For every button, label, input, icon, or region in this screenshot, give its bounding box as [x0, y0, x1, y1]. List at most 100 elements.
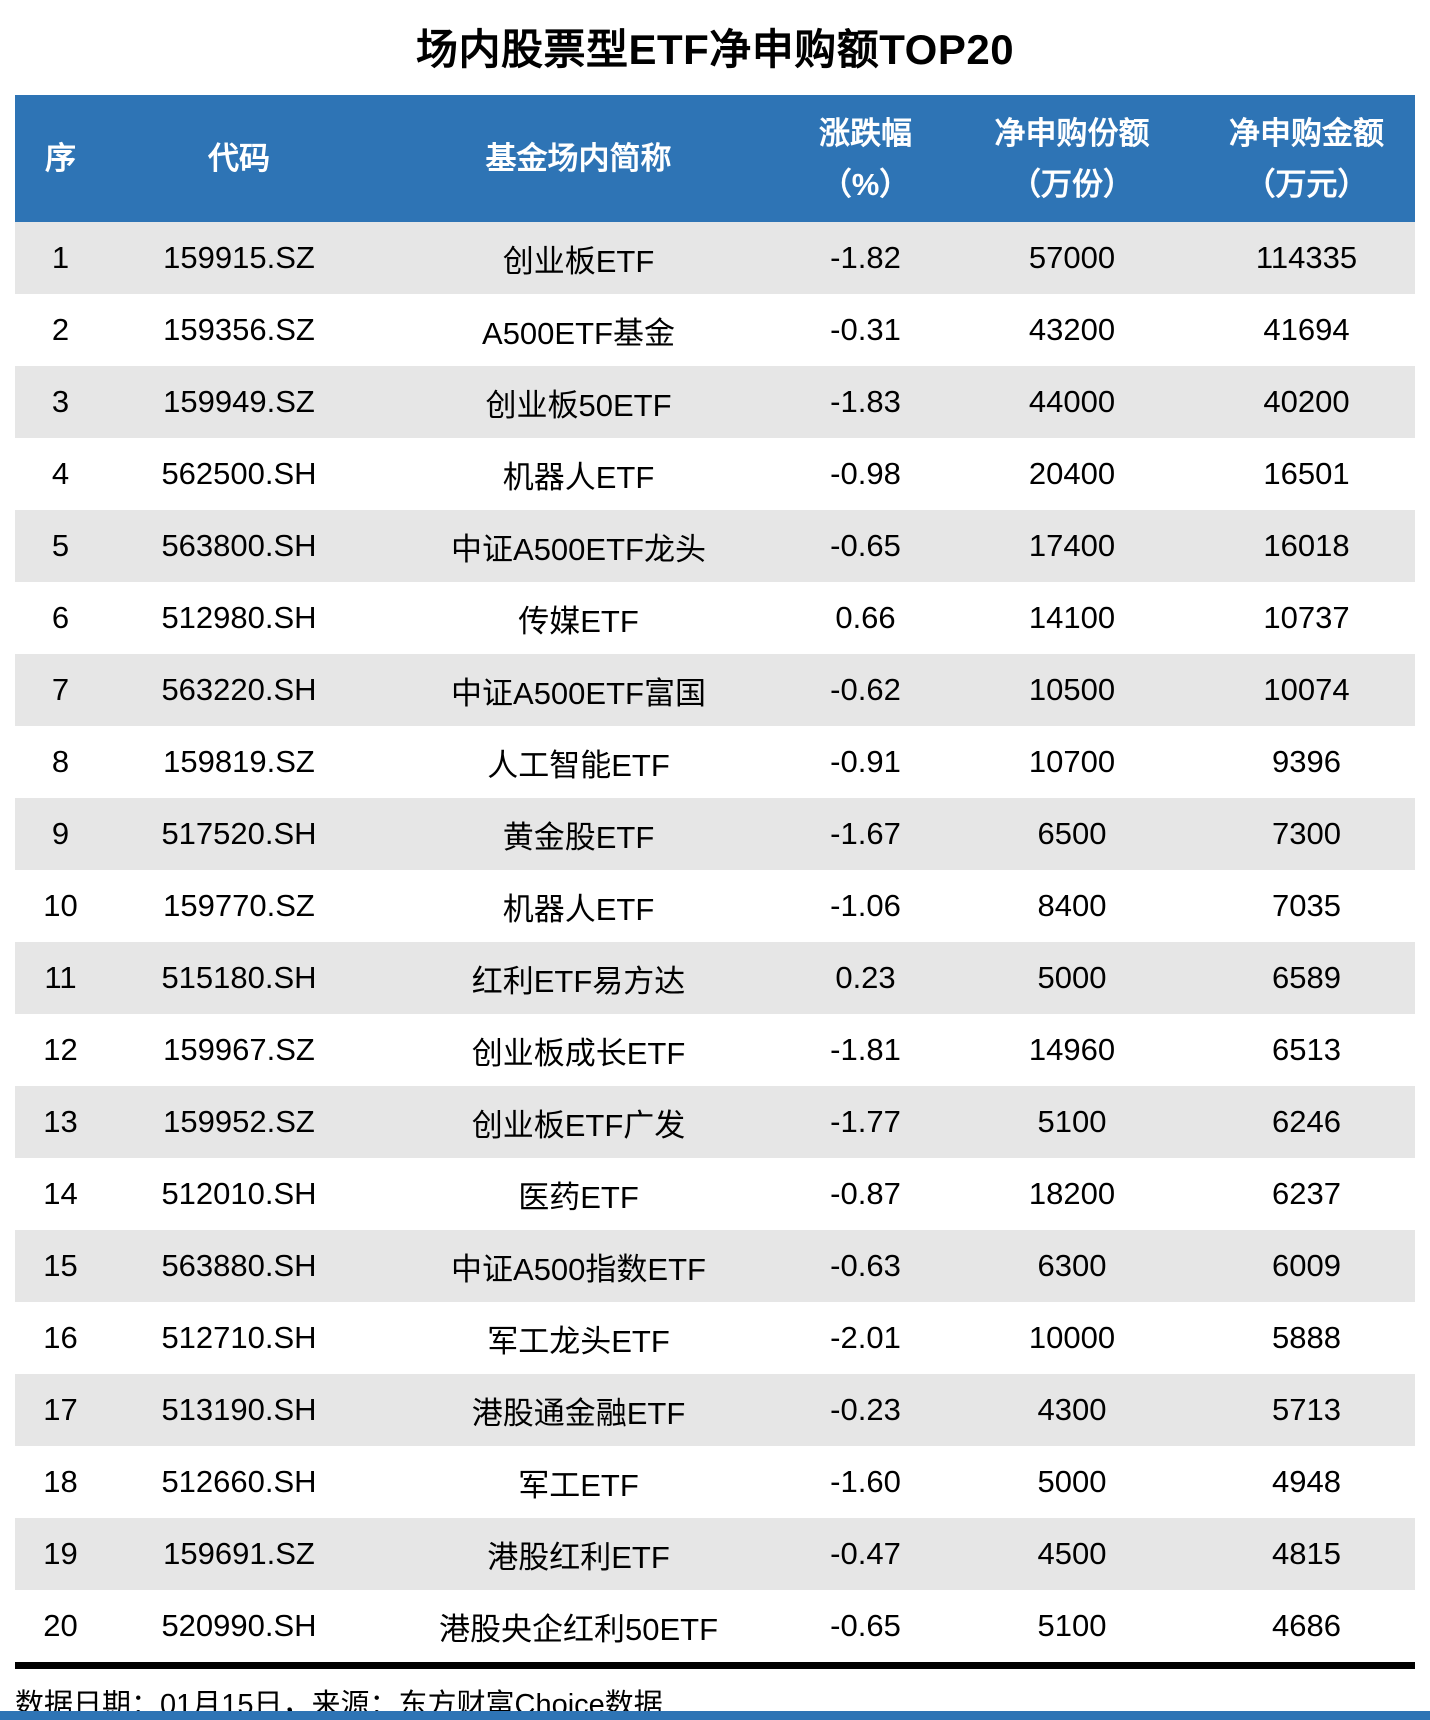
table-row: 8 159819.SZ 人工智能ETF -0.91 10700 9396: [15, 726, 1415, 798]
cell-change-pct: 0.66: [835, 600, 896, 635]
cell-rank: 6: [51, 600, 70, 635]
cell-change-pct: -2.01: [830, 1320, 901, 1355]
cell-rank: 10: [43, 888, 78, 923]
column-header-code: 代码: [106, 95, 372, 222]
table-row: 4 562500.SH 机器人ETF -0.98 20400 16501: [15, 438, 1415, 510]
cell-net-amount: 7035: [1272, 888, 1341, 923]
cell-rank: 9: [51, 816, 70, 851]
cell-net-amount: 16018: [1263, 528, 1350, 563]
cell-rank: 15: [43, 1248, 78, 1283]
cell-net-shares: 14960: [1028, 1032, 1116, 1067]
cell-rank: 18: [43, 1464, 78, 1499]
cell-change-pct: -1.06: [830, 888, 901, 923]
cell-code: 512710.SH: [161, 1320, 317, 1355]
cell-rank: 1: [51, 240, 70, 275]
cell-code: 520990.SH: [161, 1608, 317, 1643]
cell-net-amount: 114335: [1255, 240, 1358, 275]
cell-net-amount: 10737: [1263, 600, 1350, 635]
cell-change-pct: -0.91: [830, 744, 901, 779]
cell-change-pct: -0.31: [830, 312, 901, 347]
cell-fund-name: 军工龙头ETF: [487, 1323, 670, 1359]
cell-code: 159691.SZ: [163, 1536, 315, 1571]
cell-change-pct: -0.23: [830, 1392, 901, 1427]
cell-net-amount: 6589: [1272, 960, 1341, 995]
cell-code: 159770.SZ: [163, 888, 315, 923]
cell-fund-name: 港股红利ETF: [487, 1539, 670, 1575]
cell-net-shares: 6300: [1037, 1248, 1107, 1283]
cell-change-pct: -1.83: [830, 384, 901, 419]
cell-net-shares: 10000: [1028, 1320, 1116, 1355]
cell-net-shares: 17400: [1028, 528, 1116, 563]
column-header-change-pct: 涨跌幅 （%）: [785, 95, 946, 222]
cell-fund-name: 传媒ETF: [518, 603, 639, 639]
column-header-net-shares: 净申购份额 （万份）: [946, 95, 1198, 222]
cell-rank: 2: [51, 312, 70, 347]
cell-code: 563800.SH: [161, 528, 317, 563]
cell-net-shares: 14100: [1028, 600, 1116, 635]
table-row: 20 520990.SH 港股央企红利50ETF -0.65 5100 4686: [15, 1590, 1415, 1662]
table-row: 12 159967.SZ 创业板成长ETF -1.81 14960 6513: [15, 1014, 1415, 1086]
table-row: 15 563880.SH 中证A500指数ETF -0.63 6300 6009: [15, 1230, 1415, 1302]
cell-change-pct: -0.87: [830, 1176, 901, 1211]
cell-fund-name: 港股央企红利50ETF: [438, 1611, 719, 1647]
column-header-rank: 序: [15, 95, 106, 222]
cell-net-amount: 40200: [1263, 384, 1350, 419]
cell-net-shares: 5100: [1037, 1608, 1107, 1643]
cell-rank: 16: [43, 1320, 78, 1355]
cell-fund-name: 军工ETF: [518, 1467, 639, 1503]
table-row: 13 159952.SZ 创业板ETF广发 -1.77 5100 6246: [15, 1086, 1415, 1158]
cell-change-pct: -1.67: [830, 816, 901, 851]
cell-fund-name: 中证A500ETF龙头: [451, 531, 706, 567]
cell-fund-name: 医药ETF: [518, 1179, 639, 1215]
table-row: 11 515180.SH 红利ETF易方达 0.23 5000 6589: [15, 942, 1415, 1014]
cell-rank: 8: [51, 744, 70, 779]
cell-net-shares: 5000: [1037, 960, 1107, 995]
cell-change-pct: -0.65: [830, 528, 901, 563]
column-header-sublabel: （万份）: [1010, 166, 1134, 202]
cell-code: 512010.SH: [161, 1176, 317, 1211]
cell-net-shares: 5000: [1037, 1464, 1107, 1499]
cell-code: 563880.SH: [161, 1248, 317, 1283]
cell-code: 513190.SH: [161, 1392, 317, 1427]
cell-change-pct: -0.65: [830, 1608, 901, 1643]
cell-fund-name: 创业板50ETF: [485, 387, 672, 423]
cell-net-amount: 6246: [1272, 1104, 1341, 1139]
cell-code: 159949.SZ: [163, 384, 315, 419]
cell-fund-name: 港股通金融ETF: [471, 1395, 686, 1431]
cell-net-amount: 6513: [1272, 1032, 1341, 1067]
column-header-sublabel: （%）: [820, 166, 911, 202]
cell-rank: 13: [43, 1104, 78, 1139]
cell-fund-name: 中证A500指数ETF: [451, 1251, 706, 1287]
table-row: 19 159691.SZ 港股红利ETF -0.47 4500 4815: [15, 1518, 1415, 1590]
cell-change-pct: -1.77: [830, 1104, 901, 1139]
cell-rank: 20: [43, 1608, 78, 1643]
table-header-row: 序 代码 基金场内简称 涨跌幅 （%） 净申购份额 （万份） 净申购金额 （万: [15, 95, 1415, 222]
table-row: 16 512710.SH 军工龙头ETF -2.01 10000 5888: [15, 1302, 1415, 1374]
cell-net-amount: 5713: [1272, 1392, 1341, 1427]
cell-code: 159915.SZ: [163, 240, 315, 275]
cell-fund-name: 机器人ETF: [502, 891, 655, 927]
cell-net-shares: 8400: [1037, 888, 1107, 923]
cell-change-pct: -1.82: [830, 240, 901, 275]
etf-table: 序 代码 基金场内简称 涨跌幅 （%） 净申购份额 （万份） 净申购金额 （万: [15, 95, 1415, 1662]
cell-change-pct: -1.81: [830, 1032, 901, 1067]
page-title: 场内股票型ETF净申购额TOP20: [415, 26, 1015, 73]
column-header-fund-name: 基金场内简称: [372, 95, 785, 222]
table-row: 18 512660.SH 军工ETF -1.60 5000 4948: [15, 1446, 1415, 1518]
cell-net-amount: 7300: [1272, 816, 1341, 851]
cell-net-amount: 9396: [1272, 744, 1341, 779]
cell-code: 512660.SH: [161, 1464, 317, 1499]
cell-change-pct: -0.47: [830, 1536, 901, 1571]
cell-net-shares: 10500: [1028, 672, 1116, 707]
cell-code: 159356.SZ: [163, 312, 315, 347]
cell-code: 159952.SZ: [163, 1104, 315, 1139]
cell-net-shares: 5100: [1037, 1104, 1107, 1139]
cell-rank: 7: [51, 672, 70, 707]
cell-rank: 19: [43, 1536, 78, 1571]
cell-rank: 4: [51, 456, 70, 491]
bottom-accent-bar: [0, 1711, 1430, 1720]
cell-net-shares: 20400: [1028, 456, 1116, 491]
table-row: 2 159356.SZ A500ETF基金 -0.31 43200 41694: [15, 294, 1415, 366]
cell-net-shares: 6500: [1037, 816, 1107, 851]
